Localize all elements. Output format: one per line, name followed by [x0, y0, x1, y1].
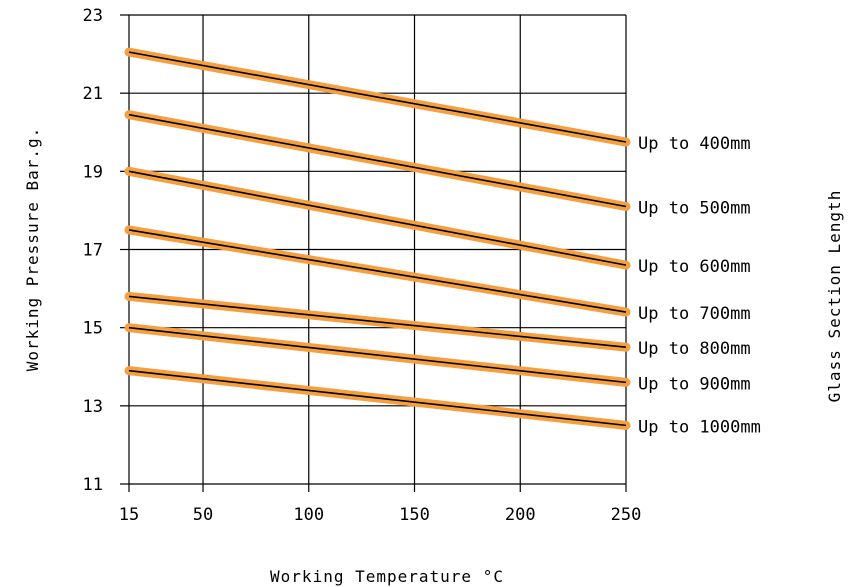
series-labels: Up to 400mm Up to 500mm Up to 600mm Up to 7… [638, 134, 761, 437]
series-label: Up to 400mm [638, 134, 751, 154]
series-label: Up to 600mm [638, 257, 751, 277]
series-line [128, 229, 627, 313]
tick-labels: 15 50 100 150 200 250 11 13 15 17 19 21 23 [83, 6, 642, 525]
y-tick-label: 15 [83, 319, 103, 339]
y-tick-label: 23 [83, 6, 103, 26]
grid-lines [120, 14, 627, 492]
x-tick-label: 100 [293, 505, 324, 525]
y-tick-label: 17 [83, 241, 103, 261]
y-tick-label: 21 [83, 84, 103, 104]
x-tick-label: 150 [399, 505, 430, 525]
x-axis-title: Working Temperature °C [270, 567, 504, 586]
series-label: Up to 500mm [638, 199, 751, 219]
series-line [128, 295, 627, 349]
series-label: Up to 1000mm [638, 417, 761, 437]
x-tick-label: 50 [193, 505, 213, 525]
x-tick-label: 200 [505, 505, 536, 525]
y-tick-label: 13 [83, 397, 103, 417]
series-lines [124, 47, 631, 430]
y-tick-label: 11 [83, 475, 103, 495]
y-tick-label: 19 [83, 162, 103, 182]
series-line [128, 170, 627, 266]
series-line [128, 369, 627, 427]
series-label: Up to 700mm [638, 304, 751, 324]
series-line [128, 326, 627, 384]
series-label: Up to 900mm [638, 374, 751, 394]
x-tick-label: 250 [611, 505, 642, 525]
x-tick-label: 15 [119, 505, 139, 525]
series-label: Up to 800mm [638, 339, 751, 359]
y-axis-title: Working Pressure Bar.g. [23, 127, 42, 372]
series-line [128, 51, 627, 143]
series-line [128, 113, 627, 208]
right-axis-title: Glass Section Length [825, 190, 844, 403]
